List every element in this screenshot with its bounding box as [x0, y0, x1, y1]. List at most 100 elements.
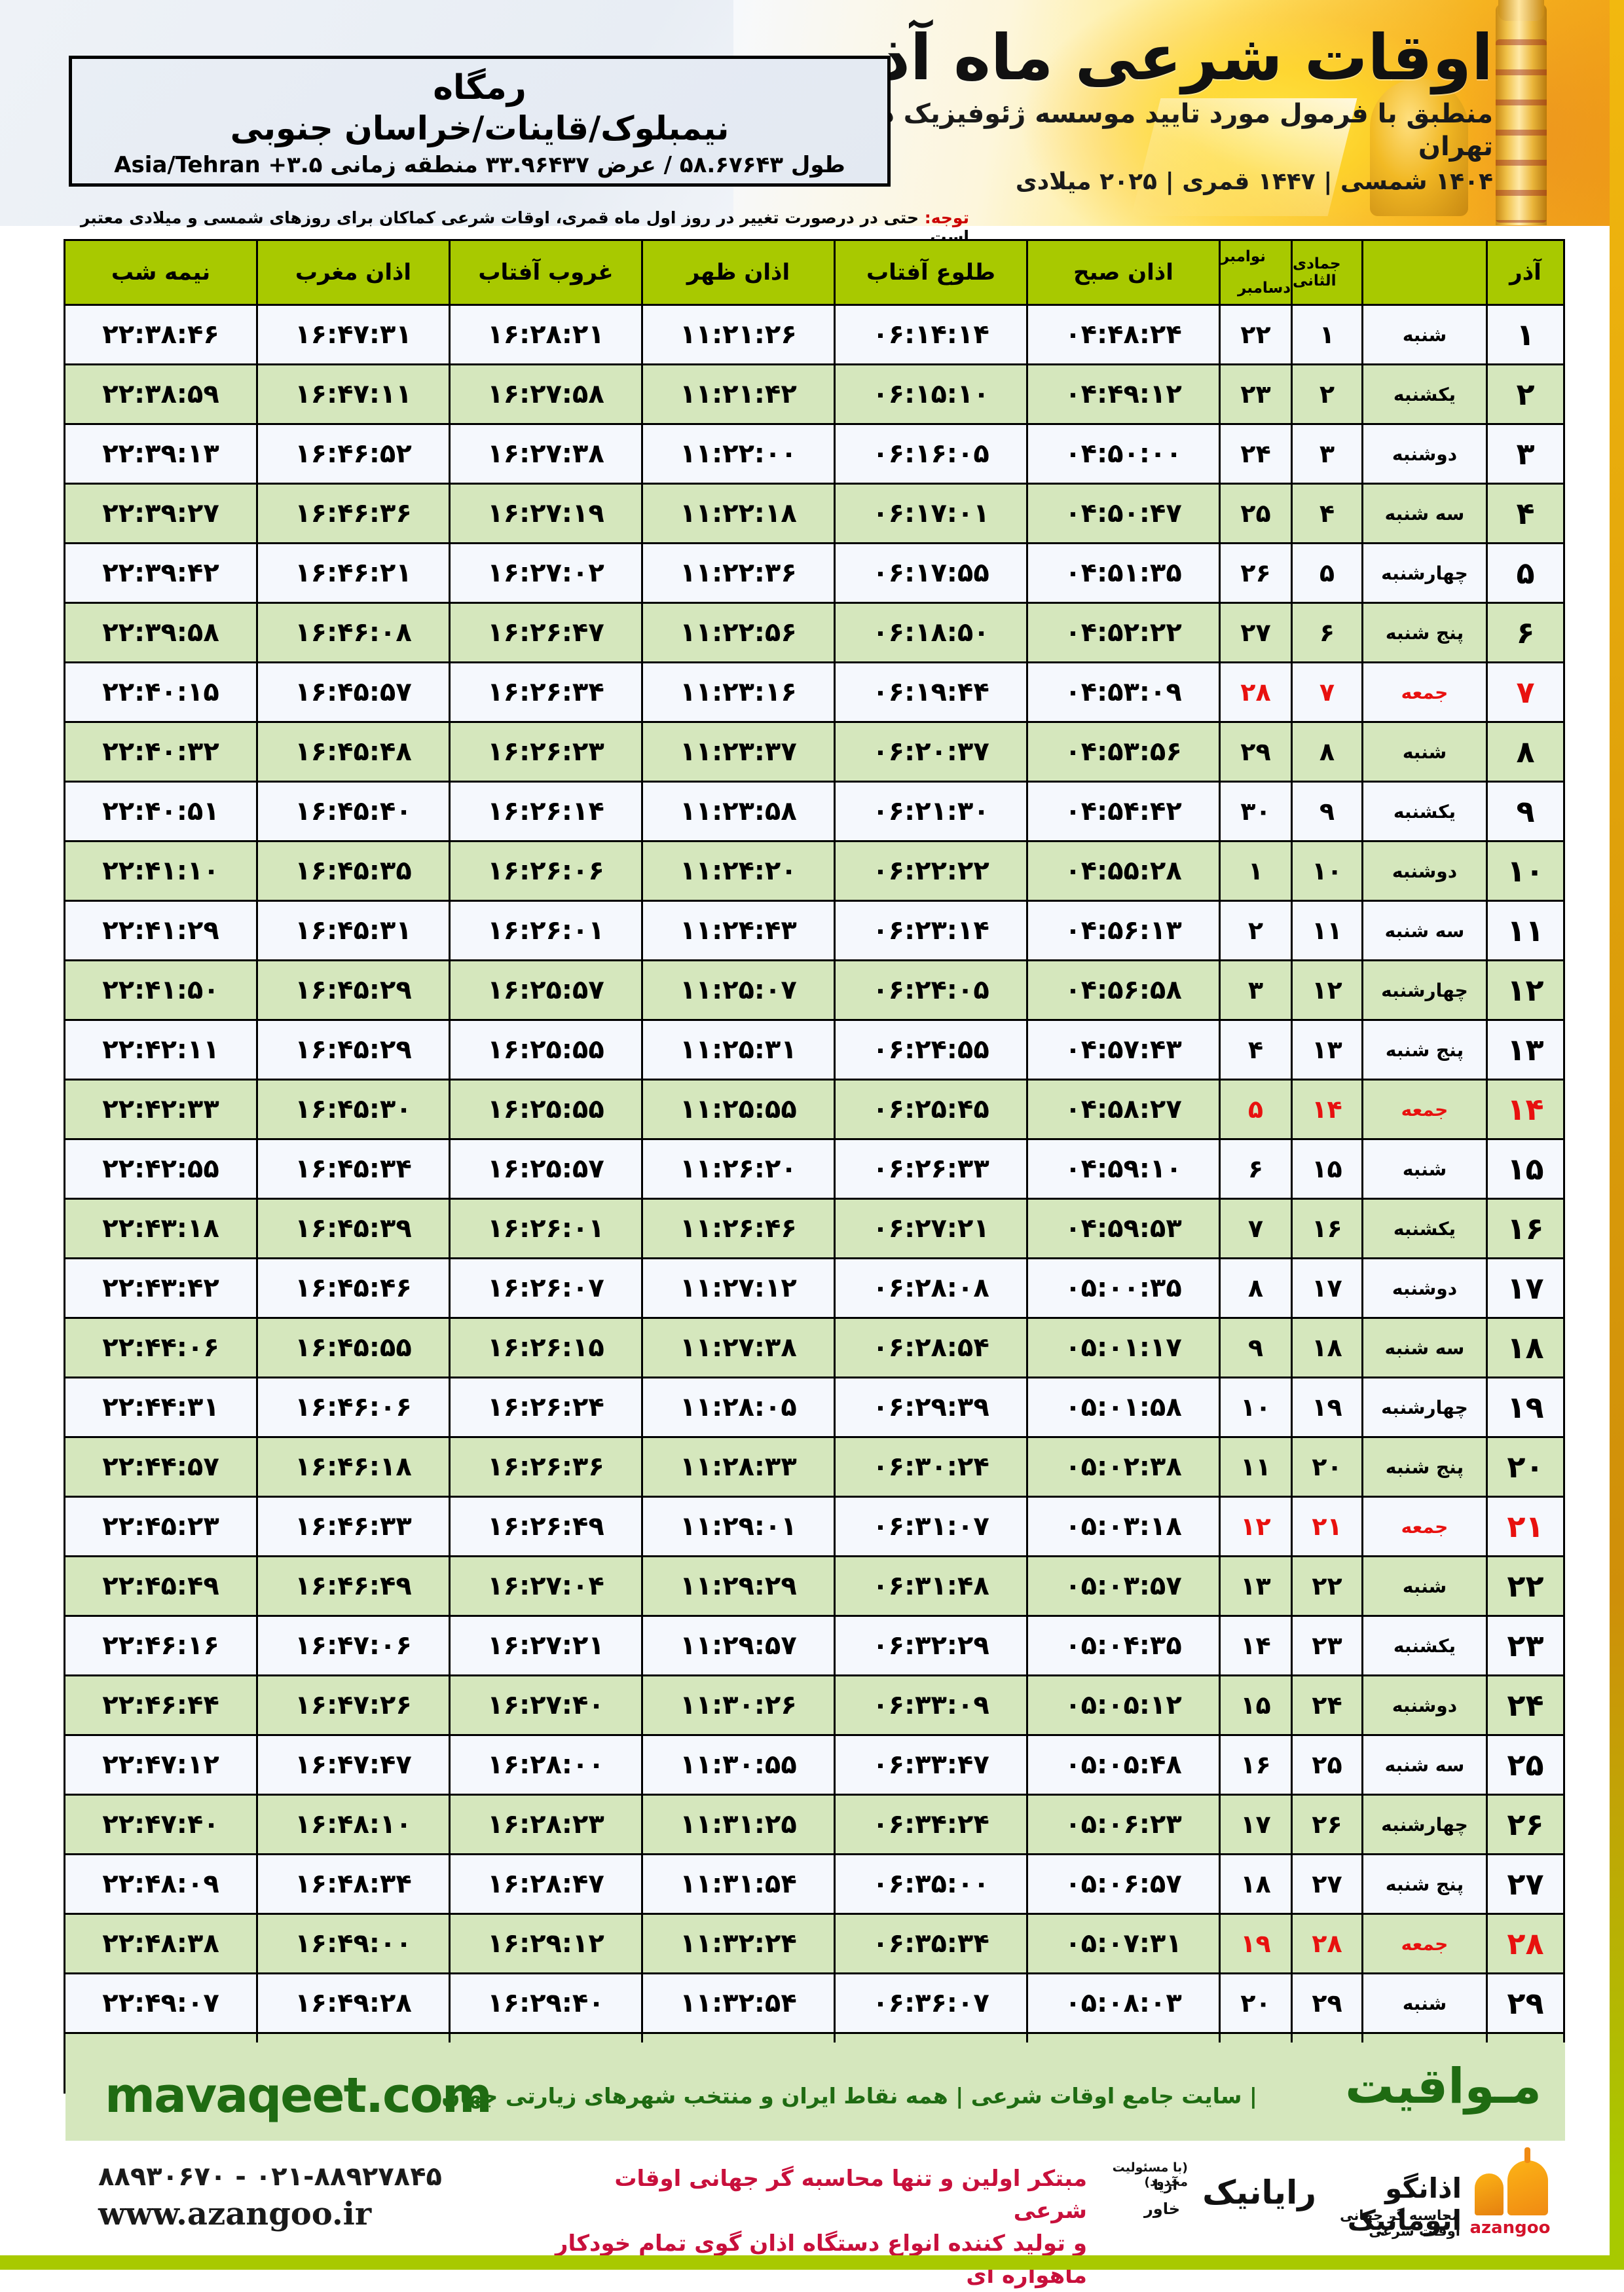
cell-nimeh: ۲۲:۳۹:۲۷ [64, 483, 258, 544]
table-row: ۹ یکشنبه ۹ ۳۰ ۰۴:۵۴:۴۲ ۰۶:۲۱:۳۰ ۱۱:۲۳:۵۸ ۱۶:۲۶:… [64, 781, 1565, 842]
cell-greg: ۳۰ [1219, 781, 1293, 842]
cell-sobh: ۰۵:۰۲:۳۸ [1026, 1436, 1221, 1498]
rayanic-logo-ltd: (با مسئولیت محدود) [1112, 2160, 1188, 2189]
table-row: ۱۹ چهارشنبه ۱۹ ۱۰ ۰۵:۰۱:۵۸ ۰۶:۲۹:۳۹ ۱۱:۲۸:۰۵ ۱۶… [64, 1377, 1565, 1438]
cell-tolu: ۰۶:۳۲:۲۹ [834, 1615, 1028, 1676]
cell-nimeh: ۲۲:۳۸:۵۹ [64, 363, 258, 425]
table-row: ۳ دوشنبه ۳ ۲۴ ۰۴:۵۰:۰۰ ۰۶:۱۶:۰۵ ۱۱:۲۲:۰۰ ۱۶:۲۷:… [64, 423, 1565, 485]
cell-maghreb: ۱۶:۴۷:۱۱ [256, 363, 451, 425]
cell-zohr: ۱۱:۲۲:۰۰ [641, 423, 836, 485]
cell-tolu: ۰۶:۲۳:۱۴ [834, 900, 1028, 961]
footer-slogan: مبتکر اولین و تنها محاسبه گر جهانی اوقات… [537, 2163, 1087, 2292]
page-title-block: اوقات شرعی ماه آذر منطبق با فرمول مورد ت… [740, 21, 1494, 195]
table-header-row: آذر جمادی الثانی نوامبر دسامبر اذان صبح … [64, 239, 1565, 306]
rayanic-logo-khavar: خاور [1143, 2200, 1180, 2218]
table-row: ۱۵ شنبه ۱۵ ۶ ۰۴:۵۹:۱۰ ۰۶:۲۶:۳۳ ۱۱:۲۶:۲۰ ۱۶:۲۵:۵… [64, 1138, 1565, 1200]
cell-greg: ۱۵ [1219, 1674, 1293, 1736]
cell-tolu: ۰۶:۱۸:۵۰ [834, 602, 1028, 663]
cell-hijri: ۲۷ [1291, 1853, 1363, 1915]
table-row: ۱۸ سه شنبه ۱۸ ۹ ۰۵:۰۱:۱۷ ۰۶:۲۸:۵۴ ۱۱:۲۷:۳۸ ۱۶:۲… [64, 1317, 1565, 1378]
cell-hijri: ۱۱ [1291, 900, 1363, 961]
cell-nimeh: ۲۲:۴۴:۰۶ [64, 1317, 258, 1378]
table-row: ۲۷ پنج شنبه ۲۷ ۱۸ ۰۵:۰۶:۵۷ ۰۶:۳۵:۰۰ ۱۱:۳۱:۵۴ ۱۶… [64, 1853, 1565, 1915]
cell-sobh: ۰۴:۵۷:۴۳ [1026, 1019, 1221, 1081]
cell-greg: ۱۱ [1219, 1436, 1293, 1498]
cell-zohr: ۱۱:۲۹:۲۹ [641, 1555, 836, 1617]
cell-maghreb: ۱۶:۴۶:۴۹ [256, 1555, 451, 1617]
table-row: ۲۴ دوشنبه ۲۴ ۱۵ ۰۵:۰۵:۱۲ ۰۶:۳۳:۰۹ ۱۱:۳۰:۲۶ ۱۶:۲… [64, 1674, 1565, 1736]
cell-zohr: ۱۱:۳۰:۲۶ [641, 1674, 836, 1736]
table-row: ۱۶ یکشنبه ۱۶ ۷ ۰۴:۵۹:۵۳ ۰۶:۲۷:۲۱ ۱۱:۲۶:۴۶ ۱۶:۲۶… [64, 1198, 1565, 1259]
cell-day: ۱ [1486, 304, 1565, 365]
table-row: ۲۹ شنبه ۲۹ ۲۰ ۰۵:۰۸:۰۳ ۰۶:۳۶:۰۷ ۱۱:۳۲:۵۴ ۱۶:۲۹:… [64, 1972, 1565, 2034]
cell-day: ۲۱ [1486, 1496, 1565, 1557]
cell-day: ۱۸ [1486, 1317, 1565, 1378]
promo-tagline: | سایت جامع اوقات شرعی | همه نقاط ایران … [441, 2083, 1257, 2109]
cell-greg: ۱ [1219, 840, 1293, 902]
note-text: حتی در درصورت تغییر در روز اول ماه قمری،… [80, 208, 969, 246]
promo-website[interactable]: mavaqeet.com [105, 2067, 492, 2124]
cell-greg: ۱۶ [1219, 1734, 1293, 1796]
prayer-times-table-wrap: آذر جمادی الثانی نوامبر دسامبر اذان صبح … [64, 239, 1565, 2094]
cell-zohr: ۱۱:۳۲:۲۴ [641, 1913, 836, 1974]
cell-zohr: ۱۱:۲۴:۲۰ [641, 840, 836, 902]
cell-day: ۳ [1486, 423, 1565, 485]
page-subtitle: منطبق با فرمول مورد تایید موسسه ژئوفیزیک… [795, 98, 1493, 162]
cell-day: ۲۹ [1486, 1972, 1565, 2034]
note-line: توجه: حتی در درصورت تغییر در روز اول ماه… [65, 208, 969, 246]
cell-tolu: ۰۶:۳۵:۳۴ [834, 1913, 1028, 1974]
cell-maghreb: ۱۶:۴۵:۴۶ [256, 1257, 451, 1319]
cell-ghorub: ۱۶:۲۶:۱۵ [449, 1317, 643, 1378]
cell-zohr: ۱۱:۳۱:۵۴ [641, 1853, 836, 1915]
cell-greg: ۱۹ [1219, 1913, 1293, 1974]
cell-sobh: ۰۵:۰۶:۲۳ [1026, 1794, 1221, 1855]
table-row: ۲۰ پنج شنبه ۲۰ ۱۱ ۰۵:۰۲:۳۸ ۰۶:۳۰:۲۴ ۱۱:۲۸:۳۳ ۱۶… [64, 1436, 1565, 1498]
cell-sobh: ۰۴:۵۵:۲۸ [1026, 840, 1221, 902]
cell-weekday: یکشنبه [1361, 781, 1488, 842]
cell-tolu: ۰۶:۱۹:۴۴ [834, 661, 1028, 723]
col-header-day: آذر [1486, 239, 1565, 306]
cell-maghreb: ۱۶:۴۵:۵۵ [256, 1317, 451, 1378]
cell-weekday: یکشنبه [1361, 1615, 1488, 1676]
cell-sobh: ۰۴:۵۰:۰۰ [1026, 423, 1221, 485]
cell-sobh: ۰۴:۵۸:۲۷ [1026, 1079, 1221, 1140]
cell-nimeh: ۲۲:۴۴:۵۷ [64, 1436, 258, 1498]
cell-nimeh: ۲۲:۴۵:۲۳ [64, 1496, 258, 1557]
cell-nimeh: ۲۲:۴۹:۰۷ [64, 1972, 258, 2034]
cell-day: ۴ [1486, 483, 1565, 544]
cell-day: ۱۳ [1486, 1019, 1565, 1081]
cell-weekday: چهارشنبه [1361, 1794, 1488, 1855]
cell-day: ۱۱ [1486, 900, 1565, 961]
col-header-ghorub-aftab: غروب آفتاب [449, 239, 643, 306]
cell-hijri: ۲۳ [1291, 1615, 1363, 1676]
cell-sobh: ۰۴:۵۹:۵۳ [1026, 1198, 1221, 1259]
cell-nimeh: ۲۲:۴۶:۱۶ [64, 1615, 258, 1676]
cell-ghorub: ۱۶:۲۶:۱۴ [449, 781, 643, 842]
page-title: اوقات شرعی ماه آذر [841, 21, 1494, 94]
table-row: ۸ شنبه ۸ ۲۹ ۰۴:۵۳:۵۶ ۰۶:۲۰:۳۷ ۱۱:۲۳:۳۷ ۱۶:۲۶:۲۳… [64, 721, 1565, 783]
cell-zohr: ۱۱:۳۲:۵۴ [641, 1972, 836, 2034]
cell-maghreb: ۱۶:۴۷:۳۱ [256, 304, 451, 365]
cell-ghorub: ۱۶:۲۵:۵۵ [449, 1079, 643, 1140]
cell-hijri: ۲۹ [1291, 1972, 1363, 2034]
cell-weekday: جمعه [1361, 1079, 1488, 1140]
cell-nimeh: ۲۲:۴۲:۵۵ [64, 1138, 258, 1200]
note-keyword: توجه: [924, 208, 969, 227]
footer-website[interactable]: www.azangoo.ir [98, 2196, 372, 2232]
col-header-hijri: جمادی الثانی [1291, 239, 1363, 306]
cell-weekday: شنبه [1361, 1555, 1488, 1617]
cell-tolu: ۰۶:۲۰:۳۷ [834, 721, 1028, 783]
cell-day: ۲۳ [1486, 1615, 1565, 1676]
cell-nimeh: ۲۲:۴۳:۴۲ [64, 1257, 258, 1319]
col-header-azan-maghreb: اذان مغرب [256, 239, 451, 306]
cell-zohr: ۱۱:۲۳:۳۷ [641, 721, 836, 783]
table-row: ۲ یکشنبه ۲ ۲۳ ۰۴:۴۹:۱۲ ۰۶:۱۵:۱۰ ۱۱:۲۱:۴۲ ۱۶:۲۷:… [64, 363, 1565, 425]
location-coordinates: طول ۵۸.۶۷۶۴۳ / عرض ۳۳.۹۶۴۳۷ منطقه زمانی … [114, 152, 845, 179]
cell-weekday: شنبه [1361, 1972, 1488, 2034]
cell-maghreb: ۱۶:۴۹:۲۸ [256, 1972, 451, 2034]
cell-day: ۱۶ [1486, 1198, 1565, 1259]
cell-tolu: ۰۶:۱۶:۰۵ [834, 423, 1028, 485]
cell-day: ۱۰ [1486, 840, 1565, 902]
header-banner [0, 0, 1624, 226]
cell-maghreb: ۱۶:۴۵:۳۱ [256, 900, 451, 961]
